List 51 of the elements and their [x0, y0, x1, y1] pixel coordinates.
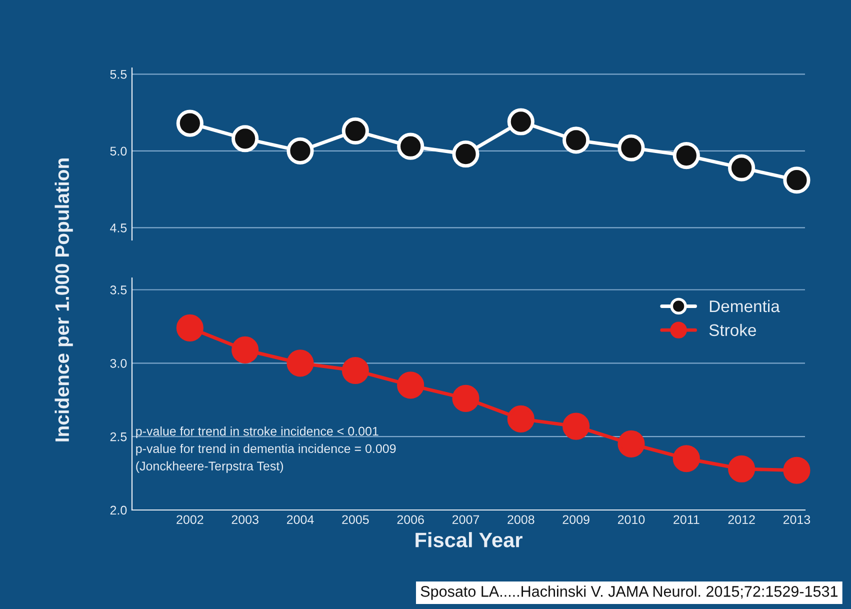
- point: [397, 132, 424, 160]
- y-tick-label: 4.5: [110, 224, 127, 232]
- y-tick-label: 3.0: [110, 358, 127, 368]
- x-tick-label: 2010: [618, 515, 645, 524]
- point: [452, 384, 480, 412]
- point: [562, 412, 590, 440]
- point: [783, 166, 810, 194]
- x-tick-label: 2009: [562, 515, 590, 524]
- x-tick-label: 2002: [176, 515, 204, 524]
- point: [286, 350, 314, 377]
- legend-label: Dementia: [710, 300, 780, 312]
- point: [507, 405, 534, 433]
- point: [397, 372, 424, 399]
- x-tick-label: 2007: [452, 515, 480, 524]
- x-tick-label: 2004: [286, 515, 314, 524]
- point: [286, 137, 314, 164]
- point: [232, 336, 259, 364]
- y-tick-label: 2.0: [110, 506, 127, 515]
- y-axis-title: Incidence per 1.000 Population: [54, 158, 73, 442]
- annotation: p-value for trend in stroke incidence < 0.001: [136, 426, 378, 438]
- text: Sposato LA.....Hachinski V. JAMA Neurol. 2015;72:1529-1531: [420, 586, 838, 600]
- x-axis-title: Fiscal Year: [416, 532, 522, 548]
- point: [232, 125, 259, 152]
- x-tick-label: 2008: [508, 515, 534, 524]
- point: [342, 117, 369, 145]
- y-tick-label: 3.5: [110, 286, 127, 294]
- x-tick-label: 2003: [232, 515, 258, 524]
- x-tick-label: 2012: [728, 515, 755, 524]
- point: [562, 126, 590, 154]
- x-tick-label: 2013: [783, 515, 810, 524]
- point: [728, 455, 756, 482]
- x-tick-label: 2006: [397, 515, 424, 524]
- y-tick-label: 5.0: [110, 146, 127, 156]
- point: [176, 314, 204, 342]
- point: [452, 140, 480, 168]
- y-tick-label: 5.5: [110, 70, 127, 79]
- point: [618, 430, 645, 458]
- point: [672, 445, 700, 472]
- point: [176, 110, 204, 137]
- point: [342, 356, 369, 384]
- annotation: p-value for trend in dementia incidence = 0.009: [136, 444, 396, 456]
- point: [618, 134, 645, 162]
- point: [783, 456, 810, 484]
- point: [672, 142, 700, 170]
- legend-label: Stroke: [709, 324, 756, 336]
- point: [507, 108, 534, 136]
- x-tick-label: 2005: [342, 515, 369, 524]
- y-tick-label: 2.5: [110, 432, 127, 442]
- annotation: (Jonckheere-Terpstra Test): [136, 461, 284, 473]
- x-tick-label: 2011: [674, 515, 700, 524]
- point: [728, 154, 756, 182]
